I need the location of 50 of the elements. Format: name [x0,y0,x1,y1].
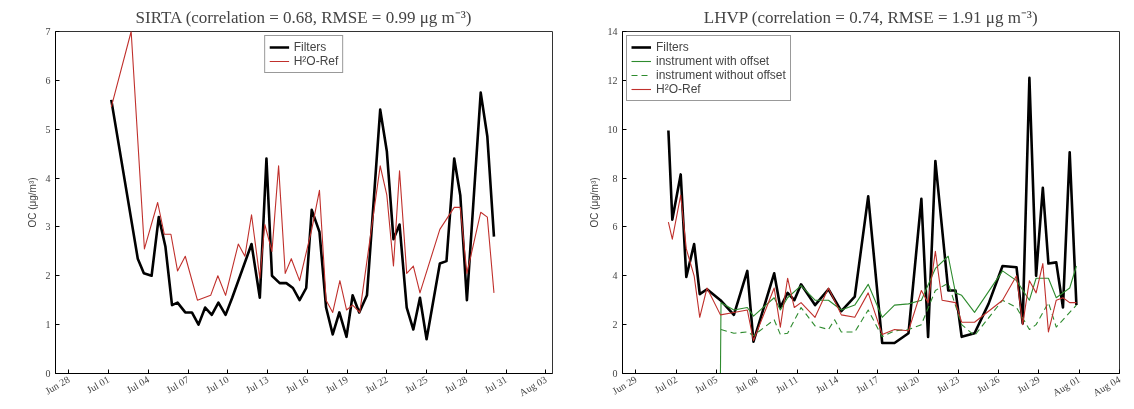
legend-label: instrument with offset [656,54,770,68]
y-tick-label: 6 [45,74,51,86]
x-tick-label: Jul 05 [692,373,720,396]
x-tick-label: Jul 28 [442,373,470,396]
legend-label: Filters [656,40,689,54]
y-tick-label: 4 [612,270,618,282]
x-tick-label: Jul 25 [402,373,430,396]
x-tick-label: Jul 14 [813,373,841,396]
y-tick-label: 2 [45,270,51,282]
y-tick-label: 7 [45,26,51,37]
x-tick-label: Jul 19 [323,373,350,396]
x-tick-label: Jul 20 [894,373,921,396]
y-tick-label: 1 [45,319,51,331]
y-tick-label: 8 [612,172,618,184]
legend-label: H²O-Ref [293,54,339,68]
y-tick-label: 5 [45,123,51,135]
x-tick-label: Jul 29 [1015,373,1042,396]
x-tick-label: Jul 07 [164,373,191,396]
chart-title: SIRTA (correlation = 0.68, RMSE = 0.99 μg m⁻³) [135,7,472,27]
x-tick-label: Jul 08 [733,373,760,396]
x-tick-label: Aug 01 [1050,373,1082,399]
x-tick-label: Jul 17 [854,373,881,396]
x-tick-label: Jul 02 [652,373,679,396]
legend-label: H²O-Ref [656,82,701,96]
y-tick-label: 0 [612,368,618,379]
y-axis-title: OC (μg/m³) [26,177,38,228]
x-tick-label: Jul 26 [974,373,1002,396]
y-tick-label: 4 [45,172,51,184]
x-tick-label: Jul 10 [204,373,231,396]
y-tick-label: 2 [612,319,618,331]
y-tick-label: 14 [607,26,618,37]
x-tick-label: Aug 04 [1091,373,1123,399]
x-tick-label: Jul 01 [84,373,112,396]
x-tick-label: Jul 13 [243,373,271,396]
x-tick-label: Jul 04 [124,373,152,396]
y-tick-label: 6 [612,221,618,233]
y-axis-title: OC (μg/m³) [588,177,600,228]
y-tick-label: 3 [45,221,51,233]
y-tick-label: 10 [607,123,618,135]
x-tick-label: Jul 31 [482,373,509,396]
y-tick-label: 0 [45,368,51,379]
x-tick-label: Jul 16 [283,373,311,396]
legend-label: instrument without offset [656,68,786,82]
x-tick-label: Jul 22 [363,373,390,396]
x-tick-label: Aug 03 [517,373,549,399]
chart-title: LHVP (correlation = 0.74, RMSE = 1.91 μg m⁻³) [703,7,1038,27]
x-tick-label: Jul 23 [934,373,962,396]
x-tick-label: Jul 11 [773,373,800,396]
legend-label: Filters [293,40,327,54]
y-tick-label: 12 [607,74,618,86]
